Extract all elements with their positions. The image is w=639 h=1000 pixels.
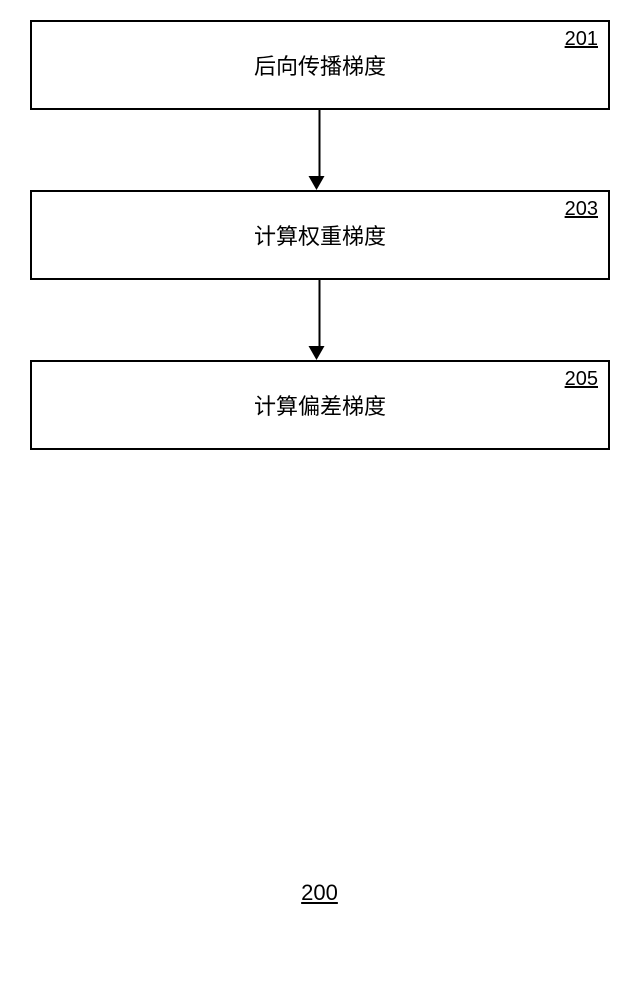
arrow-head-icon: [308, 176, 324, 190]
figure-label: 200: [301, 880, 338, 906]
arrow-head-icon: [308, 346, 324, 360]
arrow-line: [319, 280, 321, 346]
arrow-line: [319, 110, 321, 176]
flowchart-node: 205 计算偏差梯度: [30, 360, 610, 450]
node-id-label: 203: [565, 198, 598, 221]
flowchart-node: 201 后向传播梯度: [30, 20, 610, 110]
node-text: 后向传播梯度: [254, 49, 386, 81]
flowchart-node: 203 计算权重梯度: [30, 190, 610, 280]
flowchart-container: 201 后向传播梯度 203 计算权重梯度 205 计算偏差梯度 200: [0, 0, 639, 1000]
node-text: 计算偏差梯度: [254, 389, 386, 421]
flowchart-arrow: [315, 110, 324, 190]
node-text: 计算权重梯度: [254, 219, 386, 251]
flowchart-arrow: [315, 280, 324, 360]
node-id-label: 205: [565, 368, 598, 391]
node-id-label: 201: [565, 28, 598, 51]
